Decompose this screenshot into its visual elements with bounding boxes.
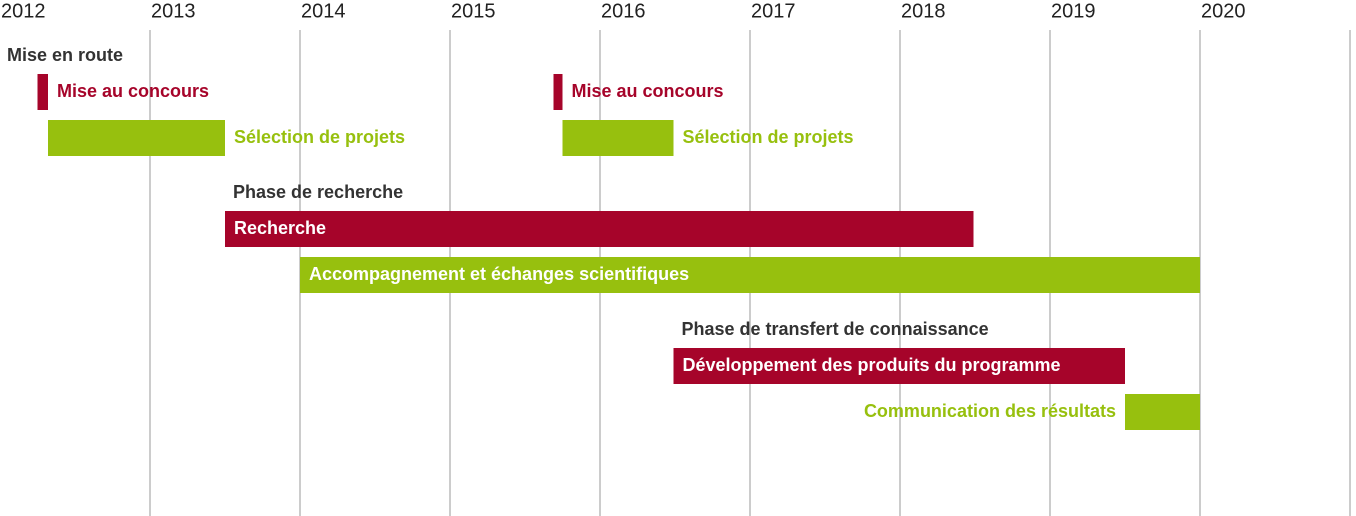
x-tick-label: 2016: [601, 0, 646, 22]
task-bar: [562, 120, 674, 156]
x-tick-label: 2013: [151, 0, 196, 22]
task-label: Communication des résultats: [864, 401, 1116, 421]
x-tick-label: 2020: [1201, 0, 1246, 22]
task-bar: [225, 211, 974, 247]
task-label: Mise au concours: [572, 81, 724, 101]
task-label: Développement des produits du programme: [683, 355, 1061, 375]
task-bar: [1125, 394, 1200, 430]
task-bar: [300, 257, 1200, 293]
task-label: Mise au concours: [57, 81, 209, 101]
x-tick-label: 2012: [1, 0, 46, 22]
task-bar: [37, 74, 48, 110]
x-tick-label: 2019: [1051, 0, 1096, 22]
task-label: Sélection de projets: [683, 127, 854, 147]
x-tick-label: 2017: [751, 0, 796, 22]
task-bar: [48, 120, 225, 156]
x-tick-label: 2018: [901, 0, 946, 22]
group-title: Mise en route: [7, 45, 123, 65]
x-tick-label: 2014: [301, 0, 346, 22]
x-tick-label: 2015: [451, 0, 496, 22]
task-bar: [553, 74, 563, 110]
group-title: Phase de transfert de connaissance: [682, 319, 989, 339]
group-title: Phase de recherche: [233, 182, 403, 202]
task-bar: [673, 348, 1125, 384]
task-label: Recherche: [234, 218, 326, 238]
task-label: Accompagnement et échanges scientifiques: [309, 264, 689, 284]
task-label: Sélection de projets: [234, 127, 405, 147]
